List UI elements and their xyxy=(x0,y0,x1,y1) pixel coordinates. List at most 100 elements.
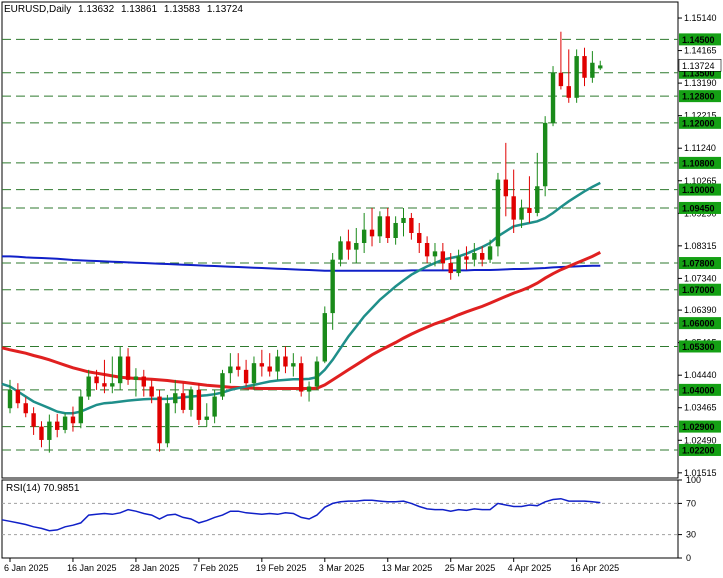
candle-body xyxy=(535,186,540,213)
candle-body xyxy=(472,253,477,260)
candle-body xyxy=(180,393,186,410)
candle-body xyxy=(291,363,296,367)
candle-body xyxy=(62,416,68,430)
rsi-tick-label: 70 xyxy=(686,498,696,508)
candle-body xyxy=(582,56,587,78)
y-tick-label: 1.01515 xyxy=(684,468,717,478)
rsi-tick-label: 30 xyxy=(686,530,696,540)
candle-body xyxy=(464,256,469,260)
candle-body xyxy=(47,421,52,440)
candle-body xyxy=(511,196,516,220)
level-label-bg xyxy=(679,156,721,169)
level-label: 1.04000 xyxy=(682,385,715,395)
candle-body xyxy=(70,416,76,424)
candle-body xyxy=(306,386,312,392)
y-tick-label: 1.15140 xyxy=(684,13,717,23)
level-label: 1.07800 xyxy=(682,259,715,269)
rsi-panel-frame xyxy=(1,479,679,559)
candle-body xyxy=(94,376,99,384)
level-label-bg xyxy=(679,257,721,270)
x-tick-label: 16 Jan 2025 xyxy=(67,563,117,573)
candle-body xyxy=(267,366,272,372)
candle-body xyxy=(173,393,178,404)
candle-body xyxy=(542,122,548,187)
candle-body xyxy=(251,363,257,384)
candle-body xyxy=(338,241,343,260)
candle-body xyxy=(590,62,595,78)
candle-body xyxy=(110,383,115,387)
rsi-tick-label: 100 xyxy=(686,475,701,485)
candle-body xyxy=(7,389,13,409)
x-tick-label: 7 Feb 2025 xyxy=(193,563,239,573)
candle-body xyxy=(236,366,241,370)
candle-body xyxy=(298,363,304,392)
x-tick-label: 16 Apr 2025 xyxy=(571,563,620,573)
candle-body xyxy=(393,222,398,238)
y-tick-label: 1.06390 xyxy=(684,305,717,315)
level-label: 1.06000 xyxy=(682,319,715,329)
y-tick-label: 1.03465 xyxy=(684,403,717,413)
candle-body xyxy=(354,243,359,250)
level-label-bg xyxy=(679,340,721,353)
y-tick-label: 1.13190 xyxy=(684,78,717,88)
close-value: 1.13724 xyxy=(207,4,244,15)
candle-body xyxy=(346,241,351,250)
level-label: 1.14500 xyxy=(682,35,715,45)
candle-body xyxy=(330,259,335,314)
level-label-bg xyxy=(679,420,721,433)
candle-body xyxy=(519,207,524,220)
y-tick-label: 1.12215 xyxy=(684,111,717,121)
level-label: 1.10800 xyxy=(682,158,715,168)
candle-body xyxy=(566,86,571,98)
level-label-bg xyxy=(679,33,721,46)
candle-body xyxy=(377,216,383,237)
candle-body xyxy=(432,251,438,257)
candle-body xyxy=(188,389,194,410)
candle-body xyxy=(456,256,461,274)
rsi-label: RSI(14) 70.9851 xyxy=(6,483,80,494)
candle-body xyxy=(259,363,265,367)
level-label: 1.02200 xyxy=(682,445,715,455)
rsi-panel: 100 70 30 0 xyxy=(1,475,701,563)
level-label-bg xyxy=(679,317,721,330)
x-tick-label: 6 Jan 2025 xyxy=(4,563,49,573)
symbol-label: EURUSD,Daily xyxy=(4,4,71,15)
open-value: 1.13632 xyxy=(78,4,115,15)
level-label: 1.12000 xyxy=(682,118,715,128)
candle-body xyxy=(417,232,422,244)
current-price-label: 1.13724 xyxy=(682,61,715,71)
level-label-bg xyxy=(679,90,721,103)
level-label-bg xyxy=(679,183,721,196)
candle-body xyxy=(424,243,430,257)
y-tick-label: 1.02490 xyxy=(684,435,717,445)
rsi-line xyxy=(1,497,601,532)
rsi-tick-label: 0 xyxy=(686,553,691,563)
level-label: 1.13500 xyxy=(682,68,715,78)
candle-body xyxy=(133,376,139,380)
candle-body xyxy=(125,356,131,380)
candle-body xyxy=(157,396,162,444)
time-axis: 6 Jan 2025 16 Jan 2025 28 Jan 2025 7 Feb 20… xyxy=(4,558,619,573)
level-label: 1.09450 xyxy=(682,203,715,213)
price-panel: 1.15140 1.14165 1.13190 1.12215 1.11240 1.102… xyxy=(1,1,722,479)
y-tick-label: 1.04440 xyxy=(684,370,717,380)
y-tick-label: 1.08315 xyxy=(684,241,717,251)
candle-body xyxy=(440,251,446,264)
candle-body xyxy=(23,403,28,414)
level-label-bg xyxy=(679,283,721,296)
y-tick-label: 1.07340 xyxy=(684,273,717,283)
y-tick-label: 1.14165 xyxy=(684,46,717,56)
price-panel-frame xyxy=(1,1,679,479)
x-tick-label: 28 Jan 2025 xyxy=(130,563,180,573)
level-label-bg xyxy=(679,383,721,396)
candle-body xyxy=(86,376,91,397)
candle-body xyxy=(55,421,60,430)
candle-body xyxy=(31,413,36,427)
candle-body xyxy=(558,72,564,87)
level-label: 1.10000 xyxy=(682,185,715,195)
candle-body xyxy=(196,389,202,420)
y-tick-label: 1.10265 xyxy=(684,176,717,186)
candle-body xyxy=(487,246,493,260)
x-tick-label: 25 Mar 2025 xyxy=(445,563,496,573)
